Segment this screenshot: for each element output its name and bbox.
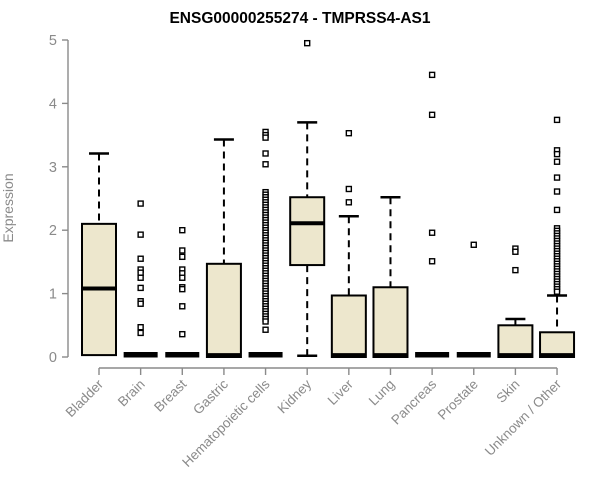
outlier-point (428, 229, 436, 236)
outlier-point (470, 241, 477, 248)
outlier-point (137, 274, 144, 281)
outlier-point (553, 288, 561, 295)
outlier-point (553, 188, 561, 195)
box-group-bladder (81, 152, 117, 357)
x-tick-label-bladder: Bladder (63, 376, 107, 420)
box (289, 196, 326, 267)
box-group-kidney (289, 39, 326, 357)
x-tick-label-liver: Liver (325, 376, 357, 408)
outlier-point (512, 266, 519, 274)
outlier-point (137, 269, 144, 276)
box-group-brain (123, 200, 158, 358)
boxes-layer (81, 39, 576, 359)
box-group-skin (497, 245, 534, 358)
axes-layer: 0 1 2 3 4 5 (49, 33, 558, 375)
outlier-point (137, 255, 144, 262)
box-group-unknown-other (539, 116, 576, 358)
y-tick-label: 3 (49, 160, 57, 176)
x-tick-label-skin: Skin (493, 377, 522, 406)
outlier-point (553, 150, 561, 158)
y-tick-label: 1 (49, 287, 57, 303)
outlier-point (137, 200, 144, 207)
flat-box (456, 352, 491, 358)
outlier-point (137, 284, 144, 292)
y-tick-label: 0 (49, 350, 57, 366)
outlier-point (345, 185, 353, 193)
flat-box (248, 352, 283, 358)
outlier-point (428, 71, 436, 79)
outlier-point (137, 300, 144, 307)
outlier-point (137, 324, 144, 331)
outlier-point (553, 174, 561, 181)
outlier-point (553, 158, 561, 165)
outlier-point (179, 285, 186, 293)
box (205, 262, 242, 358)
outlier-point (345, 199, 353, 206)
outlier-point (179, 226, 186, 234)
outlier-point (262, 161, 269, 168)
flat-box (123, 352, 158, 358)
x-tick-label-unknown-other: Unknown / Other (482, 376, 565, 459)
box-group-gastric (205, 138, 242, 358)
outlier-point (553, 206, 561, 214)
outlier-point (512, 248, 519, 255)
box (497, 324, 534, 358)
box-group-prostate (456, 241, 491, 358)
x-tick-label-gastric: Gastric (190, 376, 231, 417)
outlier-point (345, 129, 353, 137)
y-tick-label: 5 (49, 33, 57, 49)
x-tick-label-brain: Brain (115, 377, 148, 410)
box-group-hematopoietic-cells (248, 128, 283, 358)
outlier-point (179, 247, 186, 254)
outlier-point (262, 318, 269, 325)
outlier-point (262, 150, 269, 157)
x-tick-label-prostate: Prostate (435, 377, 481, 423)
box-group-breast (165, 226, 200, 358)
outlier-point (428, 258, 436, 265)
outlier-point (262, 326, 269, 333)
flat-box (415, 352, 450, 358)
outlier-point (428, 111, 436, 119)
x-tick-label-pancreas: Pancreas (388, 376, 439, 427)
outlier-point (304, 39, 311, 47)
y-tick-label: 2 (49, 223, 57, 239)
outlier-point (179, 274, 186, 281)
y-tick-label: 4 (49, 96, 57, 112)
box-group-lung (372, 195, 409, 359)
outlier-point (179, 330, 186, 338)
x-tick-label-lung: Lung (366, 377, 398, 409)
y-axis-label: Expression (0, 173, 16, 242)
outlier-point (262, 134, 269, 141)
box-group-pancreas (415, 71, 450, 358)
x-tick-label-breast: Breast (151, 376, 189, 414)
box (372, 286, 409, 359)
outlier-point (179, 303, 186, 310)
outlier-point (137, 231, 144, 238)
chart-title: ENSG00000255274 - TMPRSS4-AS1 (169, 10, 430, 27)
box (330, 294, 367, 359)
box-group-liver (330, 129, 367, 359)
outlier-point (179, 253, 186, 261)
flat-box (165, 352, 200, 358)
x-tick-label-kidney: Kidney (275, 376, 315, 416)
outlier-point (553, 116, 561, 124)
outlier-point (137, 329, 144, 337)
